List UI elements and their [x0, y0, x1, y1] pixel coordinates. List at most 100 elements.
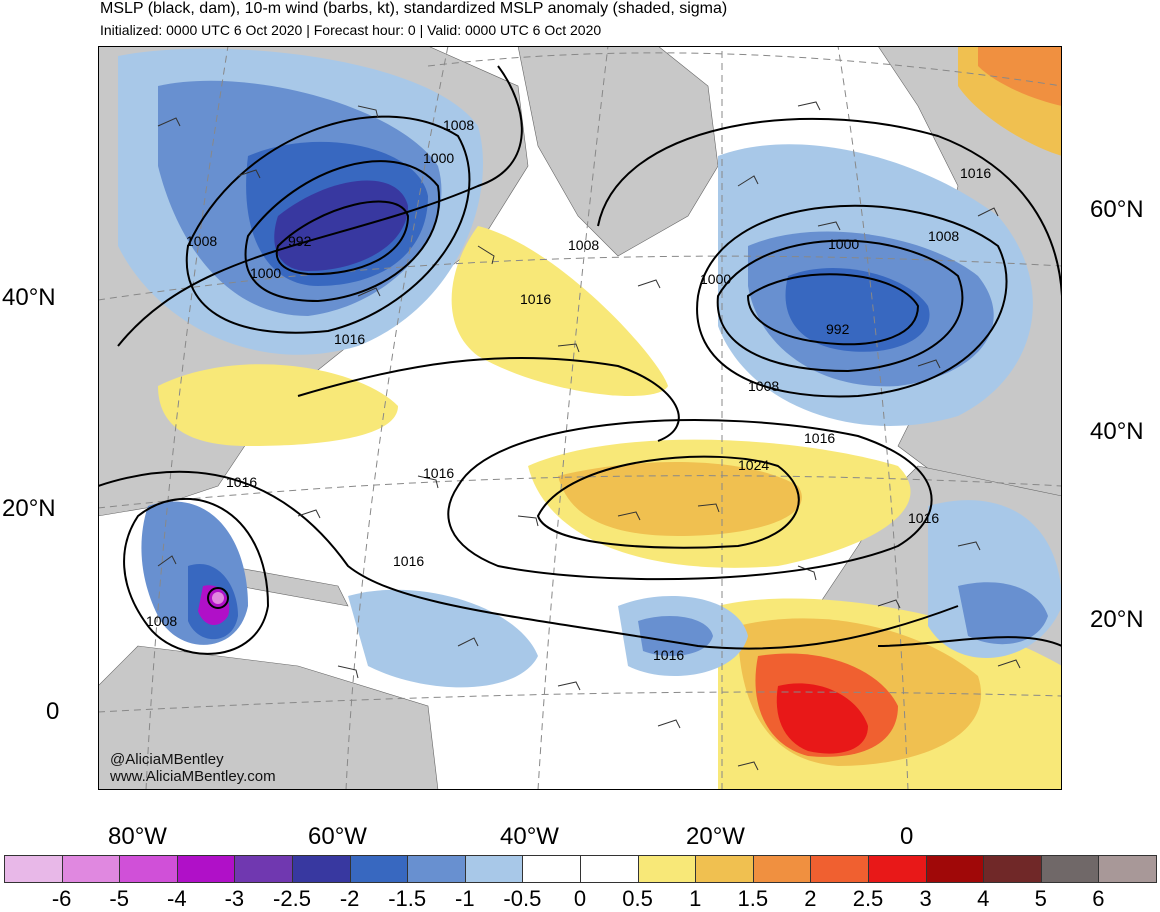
anomaly-pos-africa-core [776, 683, 868, 754]
contour-label: 1000 [250, 265, 281, 281]
meridian-60w [345, 46, 449, 790]
map-subtitle: Initialized: 0000 UTC 6 Oct 2020 | Forec… [100, 22, 602, 38]
parallel-20n [98, 475, 1062, 509]
contour-label: 1016 [393, 553, 424, 569]
contour-label: 1016 [653, 647, 684, 663]
colorbar-swatch [349, 855, 409, 883]
colorbar-swatch [752, 855, 812, 883]
colorbar-tick-label: 0 [573, 886, 587, 911]
hurricane-eye [212, 592, 224, 604]
colorbar-swatch [61, 855, 121, 883]
colorbar-swatch [810, 855, 869, 883]
isobar-1024-high [536, 455, 800, 549]
isobar-1016-high [447, 419, 933, 581]
contour-label: 1008 [928, 228, 959, 244]
colorbar-swatch [1098, 855, 1157, 883]
anomaly-neg-core-ne [785, 267, 930, 352]
parallel-60n [427, 52, 1062, 87]
isobar-992-nw [275, 200, 410, 276]
lat-label-right: 60°N [1090, 196, 1144, 223]
colorbar-tick-label: 0.5 [622, 886, 653, 911]
colorbar-tick-label: -2.5 [273, 886, 311, 911]
anomaly-pos-subtropic-core [558, 462, 802, 536]
meridian-0 [837, 46, 909, 790]
isobar-1016-tropics [98, 470, 959, 650]
colorbar-tick-label: 6 [1092, 886, 1105, 911]
lon-label: 80°W [108, 823, 167, 850]
contour-label: 1024 [738, 457, 769, 473]
isobar-1008-ne [696, 204, 1008, 398]
lon-label: 0 [900, 823, 914, 850]
south-america-land [98, 645, 439, 790]
map-frame [98, 46, 1062, 790]
isobar-1000-ne [716, 239, 964, 373]
contour-label: 1016 [908, 510, 939, 526]
colorbar-tick-label: 5 [1034, 886, 1047, 911]
anomaly-pos-mid-atlantic [451, 226, 668, 396]
lon-label: 40°W [500, 823, 559, 850]
contour-label: 1000 [700, 271, 731, 287]
isobar-1016-ne [597, 117, 1062, 297]
colorbar-swatch [983, 855, 1042, 883]
contour-label: 1016 [226, 474, 257, 490]
colorbar-swatch [4, 855, 63, 883]
colorbar-tick-label: -2 [339, 886, 360, 911]
colorbar-swatch [868, 855, 927, 883]
contour-label: 992 [826, 321, 850, 337]
colorbar-tick-label: -3 [224, 886, 245, 911]
colorbar-tick-label: 2.5 [852, 886, 884, 911]
colorbar-tick-label: -6 [51, 886, 72, 911]
isobar-1008-hurricane [123, 498, 270, 655]
colorbar-swatch [522, 855, 581, 883]
parallel-0 [98, 691, 1062, 713]
lat-label-right: 40°N [1090, 418, 1144, 445]
isobar-1008-nw [185, 115, 471, 334]
lat-label-right: 20°N [1090, 606, 1144, 633]
colorbar-tick-label: -5 [109, 886, 129, 911]
isobar-992-ne [746, 273, 920, 346]
contour-label: 1000 [828, 236, 859, 252]
colorbar-swatch [695, 855, 754, 883]
isobar-1000-nw [244, 160, 441, 303]
credit-handle: @AliciaMBentley [110, 751, 224, 768]
anomaly-neg-core-nw [274, 180, 408, 271]
contour-label: 1016 [804, 430, 835, 446]
colorbar-swatch [292, 855, 351, 883]
lat-label-left: 20°N [2, 495, 56, 522]
weather-map: 1008 1000 992 1000 1008 1016 1016 1016 1… [98, 46, 1062, 790]
colorbar-tick-label: 1 [689, 886, 702, 911]
colorbar-swatch [637, 855, 697, 883]
colorbar-tick-label: 3 [919, 886, 932, 911]
colorbar-swatch [234, 855, 293, 883]
wind-barbs [157, 101, 1021, 771]
contour-labels: 1008 1000 992 1000 1008 1016 1016 1016 1… [146, 117, 991, 663]
colorbar-swatch [1040, 855, 1100, 883]
isobar-1016-africa [877, 636, 1062, 647]
contour-label: 1016 [960, 165, 991, 181]
meridian-40w [537, 46, 609, 790]
isobars [98, 65, 1062, 655]
contour-label: 1016 [423, 465, 454, 481]
colorbar-tick-label: 2 [804, 886, 817, 911]
colorbar-swatch [176, 855, 236, 883]
map-title: MSLP (black, dam), 10-m wind (barbs, kt)… [100, 0, 728, 17]
meridian-80w [145, 46, 229, 790]
colorbar-swatch [464, 855, 524, 883]
colorbar-tick-label: -0.5 [503, 886, 542, 911]
colorbar-swatch [925, 855, 985, 883]
contour-label: 1016 [520, 291, 551, 307]
colorbar-swatch [119, 855, 178, 883]
contour-label: 1000 [423, 150, 454, 166]
contour-label: 1008 [146, 613, 177, 629]
isobar-1016-nw [117, 65, 523, 347]
colorbar-swatch [580, 855, 639, 883]
lon-label: 60°W [308, 823, 367, 850]
graticule [98, 46, 1062, 790]
anomaly-neg-east-africa-mid [958, 582, 1048, 645]
lat-label-left: 0 [46, 698, 60, 725]
colorbar-tick-label: 4 [977, 886, 990, 911]
colorbar-swatch [407, 855, 466, 883]
parallel-40n [98, 255, 1062, 301]
colorbar-tick-label: -1.5 [388, 886, 427, 911]
credit-site: www.AliciaMBentley.com [110, 768, 276, 785]
